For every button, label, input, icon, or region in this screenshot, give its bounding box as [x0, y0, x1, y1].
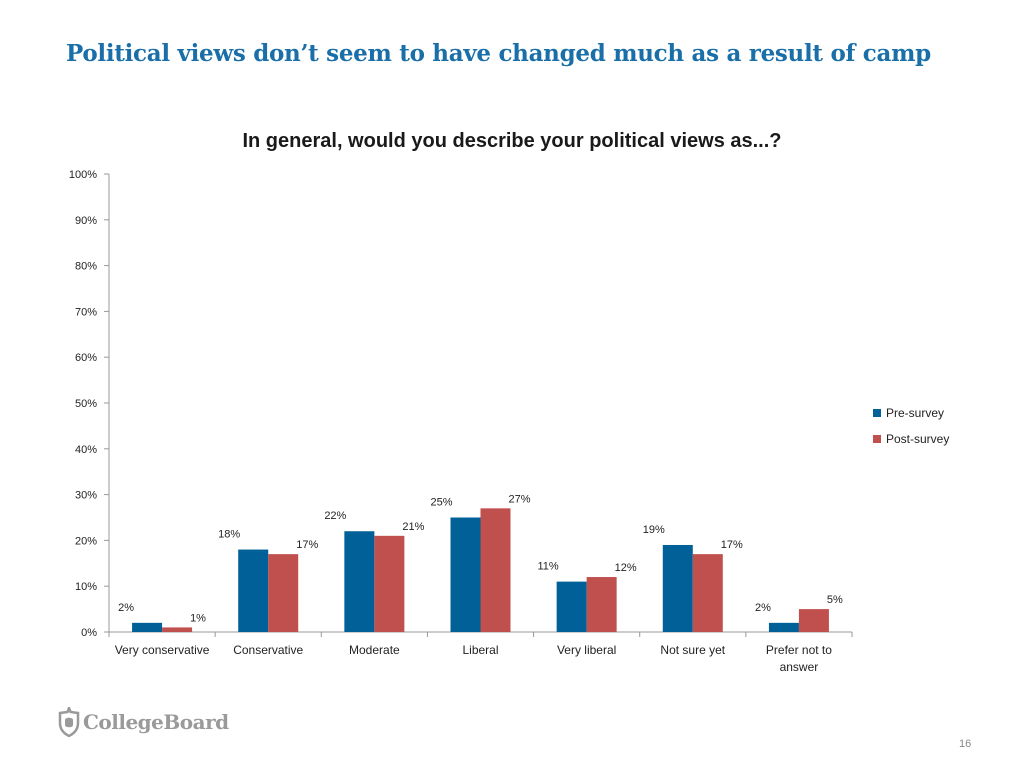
bar-pre: [450, 517, 481, 632]
bar-post: [798, 609, 829, 632]
data-label: 19%: [643, 524, 665, 536]
collegeboard-logo: CollegeBoard: [58, 707, 229, 737]
data-label: 27%: [509, 493, 531, 505]
acorn-shield-icon: [58, 707, 80, 737]
bar-pre: [238, 549, 269, 632]
x-category-label: Very liberal: [557, 643, 616, 657]
x-category-label: Very conservative: [115, 643, 210, 657]
page-number: 16: [959, 738, 972, 750]
bar-pre: [556, 581, 587, 632]
x-category-label: Moderate: [349, 643, 400, 657]
data-label: 2%: [118, 602, 134, 614]
bar-pre: [344, 531, 375, 632]
bar-pre: [768, 622, 799, 632]
x-category-label: Prefer not to answer: [766, 643, 832, 674]
logo-text: CollegeBoard: [83, 710, 229, 734]
legend-swatch-post-survey: [873, 435, 881, 443]
bar-post: [692, 554, 723, 632]
legend: Pre-survey Post-survey: [873, 400, 949, 452]
data-label: 5%: [827, 594, 843, 606]
data-label: 1%: [190, 612, 206, 624]
bar-post: [374, 535, 405, 632]
y-tick-label: 60%: [75, 352, 97, 364]
bar-post: [268, 554, 299, 632]
y-tick-label: 40%: [75, 444, 97, 456]
legend-item-post-survey: Post-survey: [873, 426, 949, 452]
legend-item-pre-survey: Pre-survey: [873, 400, 949, 426]
y-tick-label: 80%: [75, 261, 97, 273]
y-tick-label: 100%: [69, 169, 97, 181]
data-label: 18%: [218, 529, 240, 541]
y-tick-label: 70%: [75, 306, 97, 318]
x-category-label: Liberal: [462, 643, 498, 657]
y-tick-label: 0%: [81, 627, 97, 639]
y-tick-label: 90%: [75, 215, 97, 227]
data-label: 25%: [430, 497, 452, 509]
bar-pre: [132, 622, 163, 632]
x-category-label: Not sure yet: [660, 643, 725, 657]
data-label: 12%: [615, 562, 637, 574]
y-tick-label: 30%: [75, 490, 97, 502]
y-tick-label: 10%: [75, 581, 97, 593]
data-label: 22%: [324, 510, 346, 522]
chart-title: In general, would you describe your poli…: [242, 130, 782, 152]
legend-label-pre-survey: Pre-survey: [886, 406, 945, 420]
y-tick-label: 50%: [75, 398, 97, 410]
legend-swatch-pre-survey: [873, 409, 881, 417]
bar-post: [586, 577, 617, 632]
data-label: 21%: [402, 521, 424, 533]
bar-pre: [662, 544, 693, 632]
data-label: 17%: [296, 539, 318, 551]
x-category-label: Conservative: [233, 643, 303, 657]
bar-post: [162, 627, 193, 632]
y-tick-label: 20%: [75, 535, 97, 547]
bar-post: [480, 508, 511, 632]
slide-title: Political views don’t seem to have chang…: [66, 40, 931, 67]
data-label: 2%: [755, 602, 771, 614]
data-label: 11%: [537, 561, 558, 573]
legend-label-post-survey: Post-survey: [886, 432, 950, 446]
data-label: 17%: [721, 539, 743, 551]
